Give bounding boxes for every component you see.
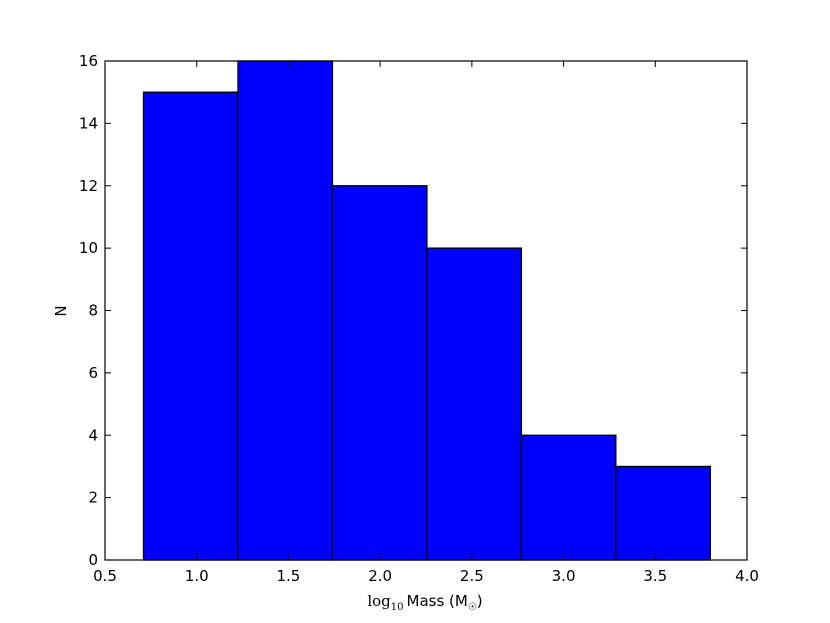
x-tick-label: 2.0 [368,567,392,585]
y-tick-label: 4 [88,426,98,444]
histogram-bar-6 [615,465,711,561]
y-tick-label: 12 [79,177,98,195]
plot-frame [104,60,748,561]
x-axis-label-log: log [367,592,391,610]
y-tick-label: 16 [79,52,98,70]
x-tick-label: 1.5 [276,567,300,585]
y-tick-labels: 0 2 4 6 8 10 12 14 16 [79,52,98,569]
y-tick-label: 10 [79,239,98,257]
histogram-bar-3 [331,185,428,561]
y-tick-label: 2 [88,489,98,507]
histogram-bar-4 [426,247,523,561]
y-tick-label: 14 [79,114,98,132]
y-axis-label: N [52,305,70,316]
x-axis-label-subscript: 10 [391,602,404,613]
x-tick-label: 4.0 [735,567,759,585]
x-tick-label: 3.0 [552,567,576,585]
x-tick-label: 2.5 [460,567,484,585]
x-tick-label: 0.5 [93,567,117,585]
x-axis-label-suffix: ) [477,592,483,610]
x-axis-label: log10 Mass (M☉) [367,592,482,613]
x-tick-labels: 0.5 1.0 1.5 2.0 2.5 3.0 3.5 4.0 [93,567,759,585]
x-tick-label: 3.5 [643,567,667,585]
y-tick-label: 0 [88,551,98,569]
histogram-bar-1 [142,91,239,561]
bars-group [142,60,711,561]
x-tick-label: 1.0 [185,567,209,585]
y-tick-label: 8 [88,302,98,320]
sun-symbol-icon: ☉ [468,602,477,613]
x-axis-label-main: Mass (M [407,592,468,610]
histogram-bar-5 [520,434,617,561]
y-tick-label: 6 [88,364,98,382]
histogram-bar-2 [237,60,334,561]
